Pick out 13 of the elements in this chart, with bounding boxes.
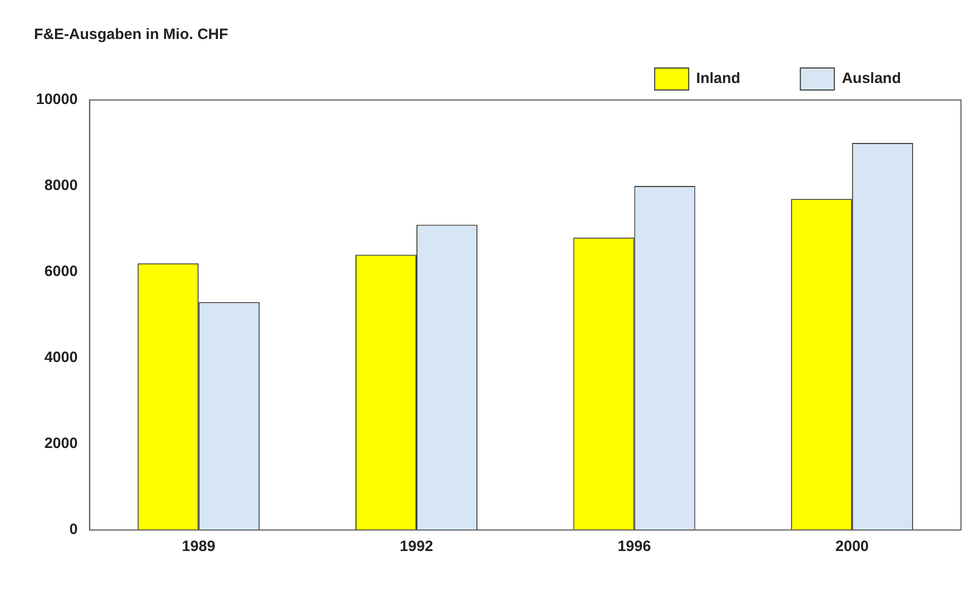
x-tick-label: 2000 — [835, 538, 869, 556]
legend-label: Ausland — [842, 70, 902, 88]
y-tick-label: 8000 — [44, 177, 78, 194]
y-tick-label: 4000 — [44, 349, 78, 366]
y-tick-label: 2000 — [44, 435, 78, 452]
x-tick-label: 1989 — [182, 538, 216, 556]
legend-label: Inland — [696, 70, 740, 88]
y-tick-label: 10000 — [36, 91, 78, 108]
x-tick-label: 1996 — [618, 538, 651, 556]
y-axis-title: F&E-Ausgaben in Mio. CHF — [34, 26, 228, 43]
y-tick-label: 6000 — [44, 263, 78, 280]
y-tick-label: 0 — [69, 521, 78, 538]
x-tick-label: 1992 — [400, 538, 434, 556]
